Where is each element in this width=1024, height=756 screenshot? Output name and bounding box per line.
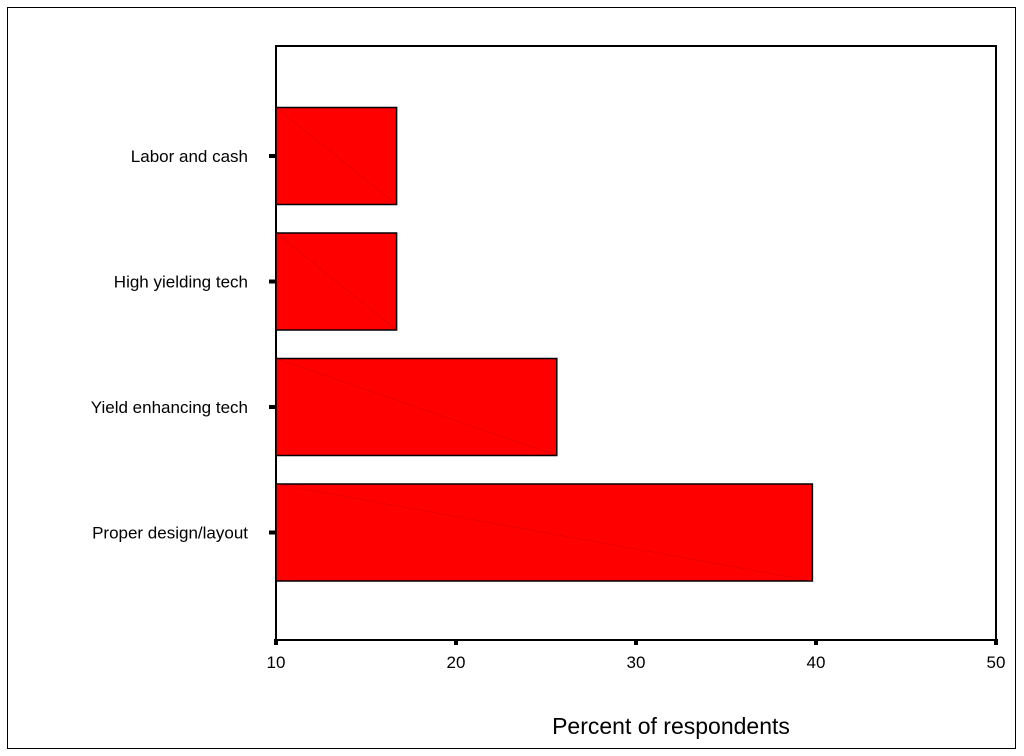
x-tick-30 bbox=[634, 639, 638, 645]
y-tick-yield-enhancing-tech bbox=[269, 405, 275, 409]
x-tick-50 bbox=[994, 639, 998, 645]
y-axis: Labor and cash High yielding tech Yield en… bbox=[91, 147, 275, 543]
x-axis: 10 20 30 40 50 bbox=[267, 639, 1006, 672]
bars-layer bbox=[275, 106, 814, 582]
y-tick-proper-design-layout bbox=[269, 530, 275, 535]
chart-frame: Labor and cash High yielding tech Yield en… bbox=[7, 7, 1016, 749]
bar-diagonal-high-yielding-tech bbox=[275, 232, 397, 331]
bar-diagonal-proper-design-layout bbox=[275, 483, 813, 582]
x-tick-label: 20 bbox=[447, 653, 466, 672]
bar-diagonal-yield-enhancing-tech bbox=[275, 358, 557, 456]
x-tick-label: 40 bbox=[807, 653, 826, 672]
y-tick-high-yielding-tech bbox=[269, 279, 275, 284]
x-tick-20 bbox=[454, 639, 458, 645]
x-tick-10 bbox=[274, 639, 278, 645]
bar-diagonal-labor-and-cash bbox=[275, 107, 397, 205]
y-tick-label: High yielding tech bbox=[114, 273, 248, 292]
bar-chart: Labor and cash High yielding tech Yield en… bbox=[91, 45, 1006, 739]
y-tick-label: Yield enhancing tech bbox=[91, 398, 248, 417]
x-tick-40 bbox=[814, 639, 818, 645]
x-tick-label: 50 bbox=[987, 653, 1006, 672]
x-tick-label: 30 bbox=[627, 653, 646, 672]
x-axis-title: Percent of respondents bbox=[552, 713, 790, 739]
y-tick-label: Labor and cash bbox=[131, 147, 248, 166]
y-tick-label: Proper design/layout bbox=[92, 524, 248, 543]
y-tick-labor-and-cash bbox=[269, 154, 275, 158]
x-tick-label: 10 bbox=[267, 653, 286, 672]
